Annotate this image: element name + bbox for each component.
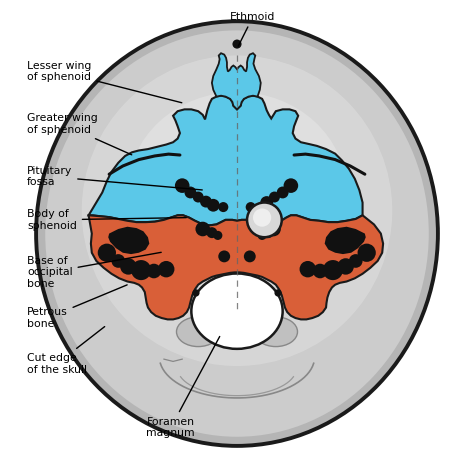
Circle shape: [158, 261, 174, 278]
Circle shape: [266, 222, 281, 236]
Text: Base of
occipital
bone: Base of occipital bone: [27, 252, 161, 289]
Circle shape: [219, 251, 230, 262]
Circle shape: [207, 199, 219, 212]
Circle shape: [219, 202, 228, 212]
Ellipse shape: [191, 273, 283, 349]
Text: Pituitary
fossa: Pituitary fossa: [27, 166, 202, 190]
Ellipse shape: [45, 30, 429, 437]
Circle shape: [260, 196, 273, 209]
Circle shape: [349, 254, 363, 268]
Circle shape: [253, 208, 271, 227]
Text: Greater wing
of sphenoid: Greater wing of sphenoid: [27, 113, 132, 155]
Circle shape: [98, 244, 116, 262]
Circle shape: [274, 289, 282, 297]
Polygon shape: [89, 96, 363, 225]
Circle shape: [213, 231, 222, 240]
Circle shape: [244, 251, 255, 262]
Ellipse shape: [82, 55, 392, 366]
Circle shape: [357, 244, 376, 262]
Text: Body of
sphenoid: Body of sphenoid: [27, 209, 186, 231]
Circle shape: [246, 202, 255, 212]
Circle shape: [131, 260, 151, 280]
Circle shape: [175, 178, 190, 193]
Circle shape: [337, 258, 354, 275]
Circle shape: [313, 264, 328, 278]
Ellipse shape: [254, 317, 298, 347]
Circle shape: [193, 191, 204, 202]
Circle shape: [323, 260, 343, 280]
Circle shape: [195, 222, 210, 236]
Circle shape: [184, 186, 196, 198]
Circle shape: [111, 254, 125, 268]
Text: Foramen
magnum: Foramen magnum: [146, 337, 220, 438]
Circle shape: [257, 231, 267, 240]
Circle shape: [200, 196, 212, 207]
Polygon shape: [89, 215, 383, 319]
Text: Petrous
bone: Petrous bone: [27, 285, 127, 329]
Ellipse shape: [176, 317, 220, 347]
Circle shape: [247, 202, 282, 237]
Polygon shape: [108, 227, 149, 254]
Text: Lesser wing
of sphenoid: Lesser wing of sphenoid: [27, 60, 182, 103]
Circle shape: [146, 264, 161, 278]
Circle shape: [277, 186, 289, 198]
Text: Ethmoid: Ethmoid: [230, 11, 276, 46]
Polygon shape: [325, 227, 366, 254]
Circle shape: [283, 178, 298, 193]
Text: Cut edge
of the skull: Cut edge of the skull: [27, 327, 105, 375]
Ellipse shape: [128, 92, 346, 293]
Circle shape: [300, 261, 316, 278]
Circle shape: [269, 191, 280, 202]
Circle shape: [263, 227, 273, 238]
Circle shape: [206, 227, 218, 238]
Circle shape: [232, 39, 242, 49]
Ellipse shape: [36, 21, 438, 446]
Circle shape: [192, 289, 200, 297]
Polygon shape: [212, 53, 261, 109]
Circle shape: [120, 258, 137, 275]
